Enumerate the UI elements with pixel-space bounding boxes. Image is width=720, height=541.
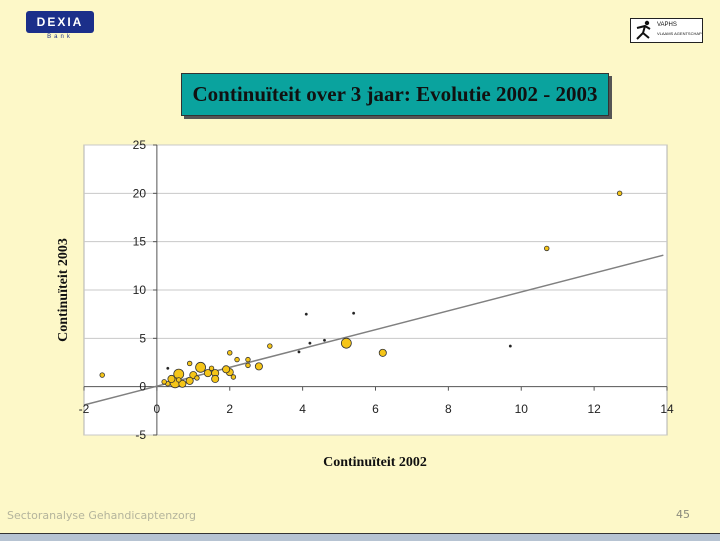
x-tick-label: 12 bbox=[587, 402, 601, 416]
scatter-point bbox=[230, 374, 237, 380]
scatter-point bbox=[508, 344, 512, 348]
scatter-point bbox=[378, 348, 387, 357]
bottom-bar bbox=[0, 533, 720, 541]
scatter-point bbox=[185, 376, 194, 385]
scatter-point bbox=[616, 190, 623, 197]
footer-text: Sectoranalyse Gehandicaptenzorg bbox=[7, 509, 197, 522]
scatter-point bbox=[167, 374, 176, 383]
x-tick-label: 8 bbox=[445, 402, 452, 416]
scatter-point bbox=[245, 356, 251, 363]
scatter-point bbox=[99, 372, 105, 378]
y-axis-label: Continuïteit 2003 bbox=[56, 238, 71, 342]
x-tick-label: 6 bbox=[372, 402, 379, 416]
x-tick-label: 10 bbox=[515, 402, 529, 416]
scatter-point bbox=[352, 311, 356, 315]
scatter-point bbox=[178, 379, 187, 388]
vaphs-logo-sub: VLAAMS AGENTSCHAP bbox=[657, 31, 702, 36]
vaphs-logo: VAPHS VLAAMS AGENTSCHAP bbox=[630, 18, 703, 43]
scatter-point bbox=[544, 245, 550, 252]
x-tick-label: 14 bbox=[660, 402, 674, 416]
slide-title: Continuïteit over 3 jaar: Evolutie 2002 … bbox=[181, 73, 609, 116]
scatter-point bbox=[222, 365, 231, 374]
y-tick-label: 5 bbox=[139, 331, 146, 345]
scatter-point bbox=[227, 350, 233, 356]
scatter-point bbox=[195, 361, 207, 373]
running-figure-icon bbox=[636, 20, 651, 40]
scatter-point bbox=[176, 377, 182, 383]
page-number: 45 bbox=[676, 508, 690, 521]
scatter-point bbox=[161, 379, 167, 385]
scatter-point bbox=[308, 341, 312, 345]
scatter-point bbox=[245, 362, 251, 369]
y-tick-label: -5 bbox=[135, 428, 146, 442]
x-axis-label: Continuïteit 2002 bbox=[323, 455, 427, 470]
scatter-point bbox=[211, 374, 220, 383]
dexia-logo-text: DEXIA bbox=[36, 15, 84, 29]
x-tick-label: 4 bbox=[299, 402, 306, 416]
y-tick-label: 25 bbox=[133, 138, 147, 152]
dexia-logo: DEXIA bbox=[26, 11, 94, 33]
scatter-point bbox=[203, 369, 212, 378]
chart-grid bbox=[83, 144, 668, 436]
scatter-point bbox=[323, 338, 326, 342]
vaphs-logo-text: VAPHS bbox=[657, 22, 677, 28]
scatter-point bbox=[166, 366, 170, 370]
y-tick-label: 15 bbox=[133, 235, 147, 249]
scatter-point bbox=[208, 365, 215, 371]
x-tick-label: -2 bbox=[79, 402, 90, 416]
y-tick-label: 0 bbox=[139, 380, 146, 394]
scatter-point bbox=[186, 360, 193, 367]
dexia-logo-sub: Bank bbox=[47, 34, 73, 40]
scatter-point bbox=[234, 356, 240, 363]
y-tick-label: 20 bbox=[133, 186, 147, 200]
y-tick-label: 10 bbox=[133, 283, 147, 297]
scatter-point bbox=[267, 343, 273, 349]
scatter-point bbox=[254, 362, 263, 371]
data-points bbox=[99, 190, 623, 389]
x-tick-label: 0 bbox=[154, 402, 161, 416]
chart-labels: -5 0 5 10 15 20 25 -2 0 2 4 6 8 10 12 14 Continuïteit 20… bbox=[56, 138, 674, 470]
scatter-point bbox=[340, 337, 352, 349]
x-tick-label: 2 bbox=[226, 402, 233, 416]
scatter-point bbox=[304, 312, 308, 316]
scatter-point bbox=[297, 350, 301, 354]
scatter-point bbox=[194, 375, 200, 381]
